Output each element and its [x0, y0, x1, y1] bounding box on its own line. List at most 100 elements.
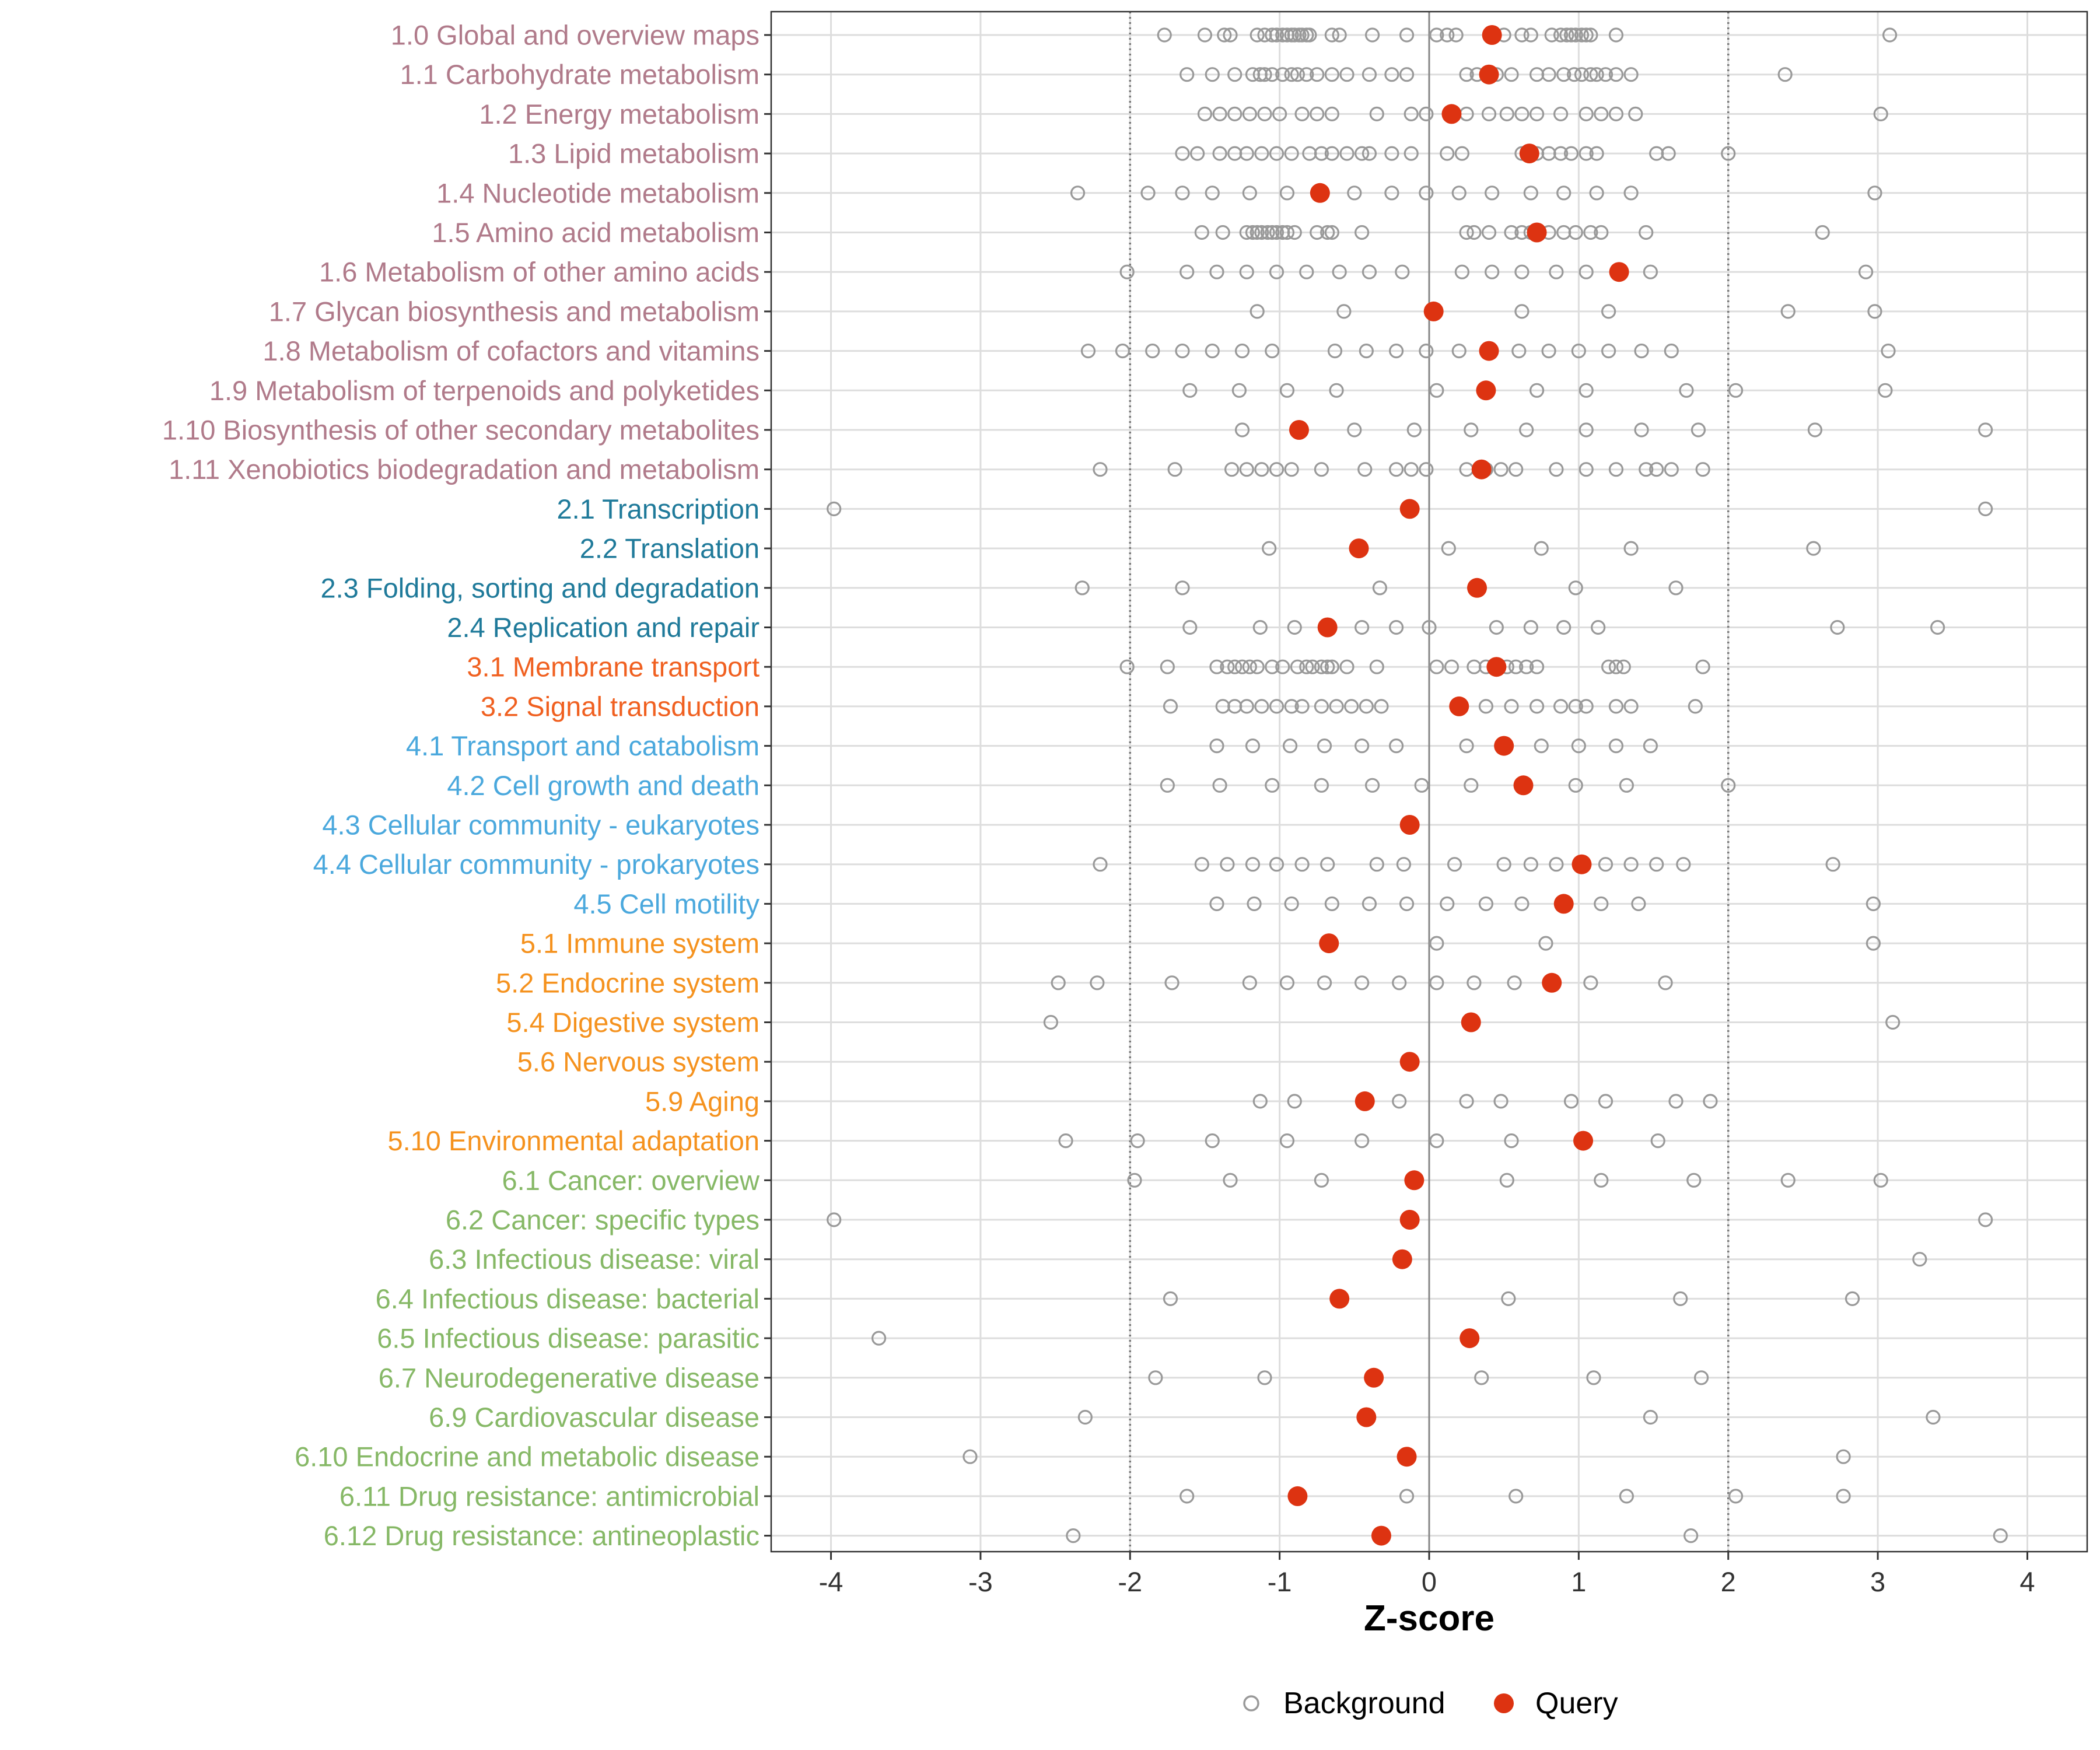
background-point: [1250, 659, 1265, 674]
background-point: [1866, 936, 1881, 951]
background-point: [1242, 186, 1257, 201]
background-point: [1978, 1212, 1993, 1227]
background-point: [1529, 383, 1545, 398]
background-point: [1684, 1528, 1699, 1544]
x-axis-title: Z-score: [1364, 1598, 1494, 1639]
background-point: [1324, 106, 1339, 121]
background-point: [1695, 659, 1710, 674]
background-point: [1294, 699, 1310, 714]
background-point: [1478, 699, 1494, 714]
background-point: [1459, 1094, 1474, 1109]
background-point: [1623, 186, 1639, 201]
category-label: 1.4 Nucleotide metabolism: [436, 177, 760, 208]
x-tick-label: 1: [1571, 1566, 1586, 1597]
background-point: [1332, 264, 1347, 279]
background-point: [1265, 778, 1280, 793]
background-point: [1493, 1094, 1508, 1109]
background-point: [1912, 1252, 1927, 1267]
background-point: [1544, 27, 1559, 43]
background-point: [1119, 659, 1135, 674]
background-point: [1224, 462, 1240, 477]
background-point: [1374, 699, 1389, 714]
background-point: [1329, 383, 1344, 398]
background-point: [1043, 1014, 1059, 1030]
background-point: [1279, 975, 1295, 991]
background-point: [1568, 225, 1583, 240]
category-label: 6.3 Infectious disease: viral: [429, 1244, 760, 1275]
background-point: [1314, 778, 1329, 793]
background-point: [1508, 659, 1524, 674]
background-point: [1227, 67, 1242, 82]
background-point: [1993, 1528, 2008, 1544]
x-axis-ticks: -4 -3 -2 -1 0 1 2 3 4: [819, 1552, 2035, 1597]
background-point: [1364, 778, 1380, 793]
background-point: [1419, 462, 1434, 477]
background-point: [1695, 462, 1710, 477]
query-point: [1371, 1525, 1391, 1546]
background-point: [1404, 146, 1419, 161]
background-point: [1930, 620, 1945, 635]
background-point: [1608, 27, 1624, 43]
background-point: [1693, 1370, 1709, 1385]
background-point: [963, 1449, 978, 1464]
background-point: [1294, 857, 1310, 872]
background-point: [1664, 343, 1679, 359]
category-label: 6.9 Cardiovascular disease: [429, 1402, 760, 1433]
background-point: [1523, 186, 1538, 201]
query-point: [1399, 1052, 1420, 1072]
background-point: [1364, 27, 1380, 43]
query-point: [1329, 1289, 1350, 1309]
background-point: [1586, 1370, 1601, 1385]
background-point: [1639, 462, 1654, 477]
background-point: [1269, 225, 1284, 240]
background-point: [1830, 620, 1845, 635]
background-point: [1873, 106, 1888, 121]
background-point: [1553, 699, 1569, 714]
category-label: 4.5 Cell motility: [573, 888, 760, 919]
background-point: [1867, 304, 1882, 319]
background-point: [1354, 225, 1370, 240]
background-point: [1372, 580, 1387, 596]
query-points: [1287, 25, 1629, 1546]
background-point: [1578, 462, 1594, 477]
query-point: [1527, 222, 1547, 243]
category-label: 2.4 Replication and repair: [447, 612, 760, 643]
background-point: [1881, 343, 1896, 359]
query-point: [1572, 854, 1592, 874]
background-point: [1519, 659, 1534, 674]
background-point: [1180, 67, 1195, 82]
background-point: [1265, 343, 1280, 359]
background-point: [1676, 857, 1691, 872]
background-point: [1649, 857, 1664, 872]
background-point: [1275, 67, 1290, 82]
background-point: [1836, 1449, 1851, 1464]
background-point: [1239, 264, 1254, 279]
background-point: [1589, 146, 1604, 161]
background-point: [1362, 264, 1377, 279]
background-point: [1639, 225, 1654, 240]
background-point: [1563, 146, 1579, 161]
background-point: [1254, 699, 1269, 714]
background-point: [1167, 462, 1182, 477]
background-point: [1163, 1291, 1178, 1306]
query-point: [1494, 736, 1514, 756]
background-point: [1451, 186, 1466, 201]
background-point: [1257, 67, 1272, 82]
x-tick-label: 3: [1870, 1566, 1885, 1597]
background-point: [1302, 27, 1317, 43]
background-point: [1451, 343, 1466, 359]
background-point: [1583, 975, 1598, 991]
background-point: [1563, 1094, 1579, 1109]
background-point: [1231, 383, 1247, 398]
category-label: 1.2 Energy metabolism: [479, 99, 760, 130]
background-point: [1074, 580, 1090, 596]
background-point: [1464, 422, 1479, 438]
background-point: [1175, 186, 1190, 201]
category-label: 2.3 Folding, sorting and degradation: [320, 572, 760, 603]
background-point: [1523, 857, 1538, 872]
query-point: [1573, 1130, 1594, 1151]
background-point: [1661, 146, 1676, 161]
background-point: [1501, 1291, 1516, 1306]
background-point: [871, 1331, 887, 1346]
background-point: [1299, 659, 1314, 674]
